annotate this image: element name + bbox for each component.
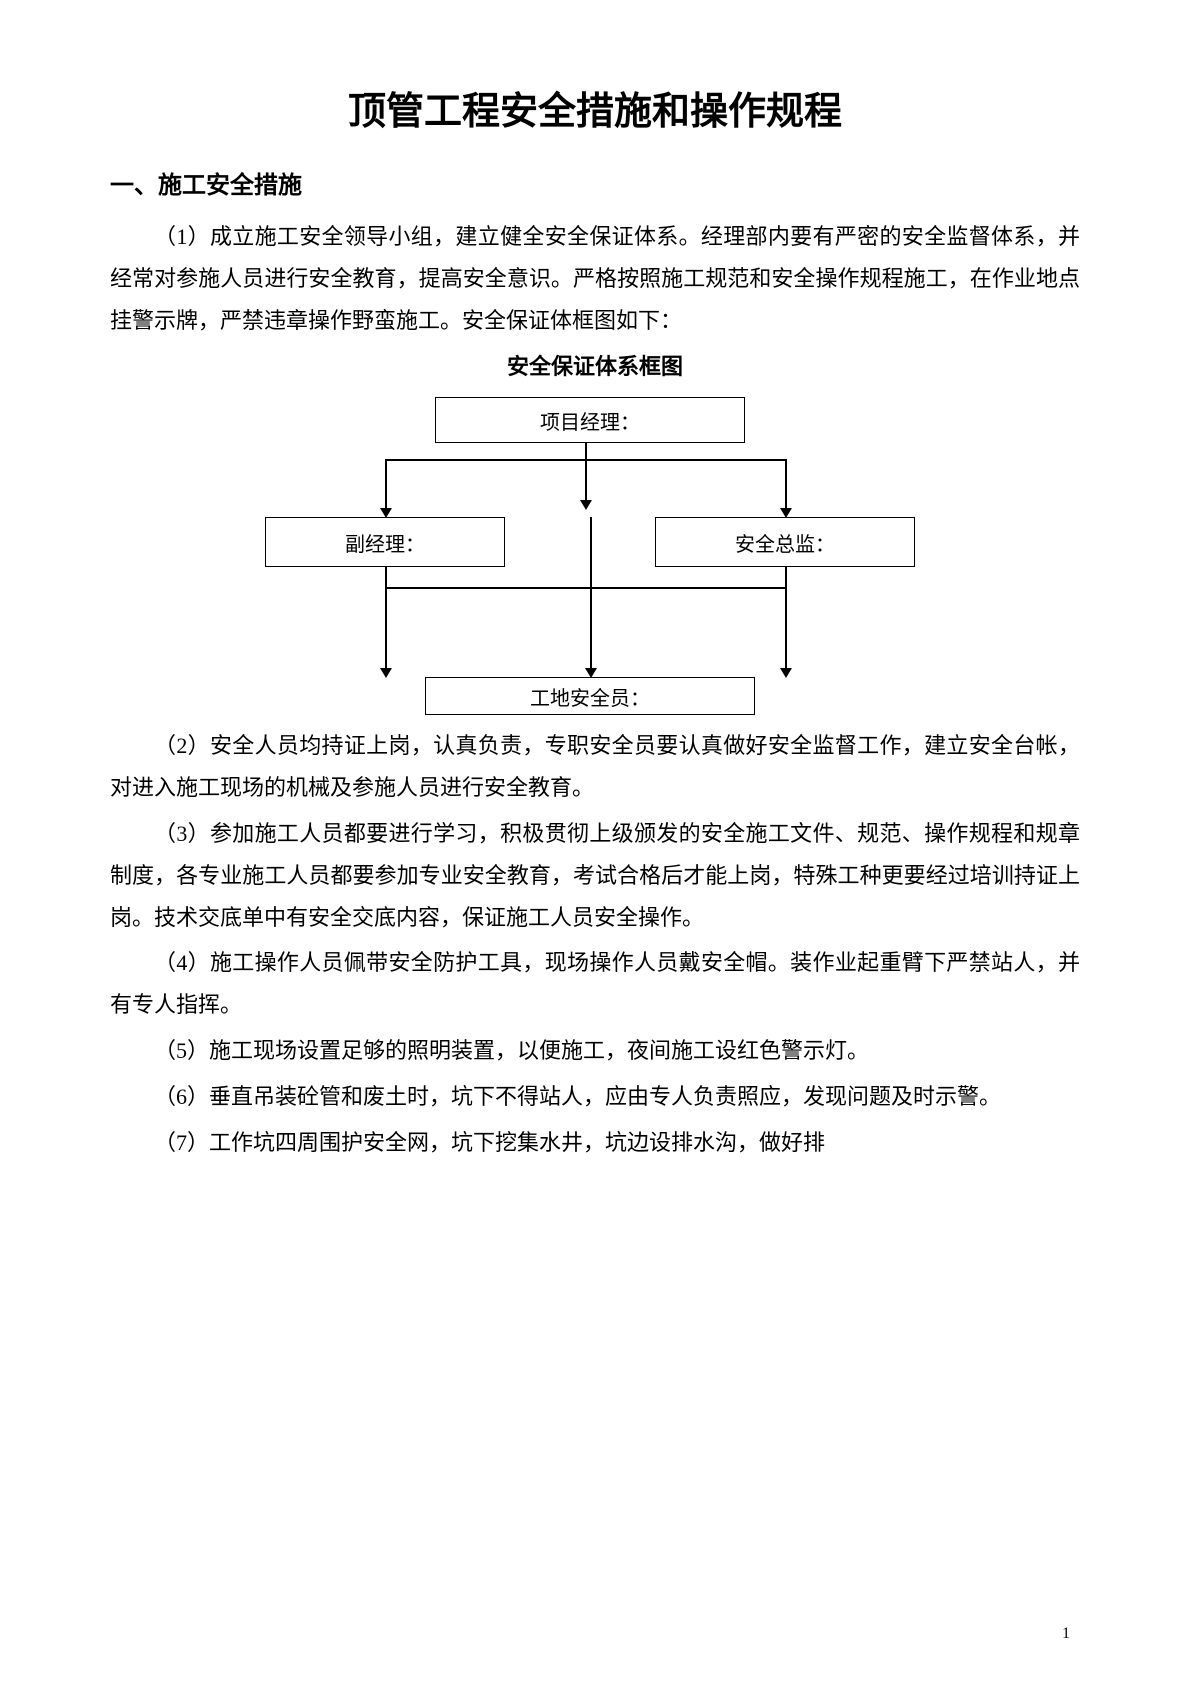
paragraph-5: （5）施工现场设置足够的照明装置，以便施工，夜间施工设红色警示灯。 (110, 1030, 1080, 1072)
flowchart-node-n4: 工地安全员： (425, 677, 755, 715)
flowchart-edge (590, 517, 592, 670)
flowchart-edge (585, 443, 587, 502)
diagram-title: 安全保证体系框图 (110, 349, 1080, 381)
page-number: 1 (1062, 1625, 1070, 1643)
paragraph-7: （7）工作坑四周围护安全网，坑下挖集水井，坑边设排水沟，做好排 (110, 1122, 1080, 1164)
section-1-heading: 一、施工安全措施 (110, 165, 1080, 200)
paragraph-2: （2）安全人员均持证上岗，认真负责，专职安全员要认真做好安全监督工作，建立安全台… (110, 725, 1080, 809)
paragraph-1: （1）成立施工安全领导小组，建立健全安全保证体系。经理部内要有严密的安全监督体系… (110, 216, 1080, 341)
arrowhead-down-icon (580, 500, 592, 510)
flowchart-edge (385, 459, 387, 510)
flowchart-edge (385, 587, 785, 589)
paragraph-3: （3）参加施工人员都要进行学习，积极贯彻上级颁发的安全施工文件、规范、操作规程和… (110, 813, 1080, 938)
arrowhead-down-icon (780, 668, 792, 678)
safety-org-flowchart: 项目经理： 副经理： 安全总监： 工地安全员： (215, 397, 975, 717)
flowchart-edge (385, 567, 387, 670)
arrowhead-down-icon (380, 668, 392, 678)
paragraph-6: （6）垂直吊装砼管和废土时，坑下不得站人，应由专人负责照应，发现问题及时示警。 (110, 1076, 1080, 1118)
flowchart-edge (785, 567, 787, 670)
flowchart-node-n2: 副经理： (265, 517, 505, 567)
flowchart-edge (385, 459, 785, 461)
flowchart-node-n3: 安全总监： (655, 517, 915, 567)
flowchart-edge (785, 459, 787, 510)
flowchart-node-n1: 项目经理： (435, 397, 745, 443)
document-title: 顶管工程安全措施和操作规程 (110, 80, 1080, 135)
paragraph-4: （4）施工操作人员佩带安全防护工具，现场操作人员戴安全帽。装作业起重臂下严禁站人… (110, 942, 1080, 1026)
